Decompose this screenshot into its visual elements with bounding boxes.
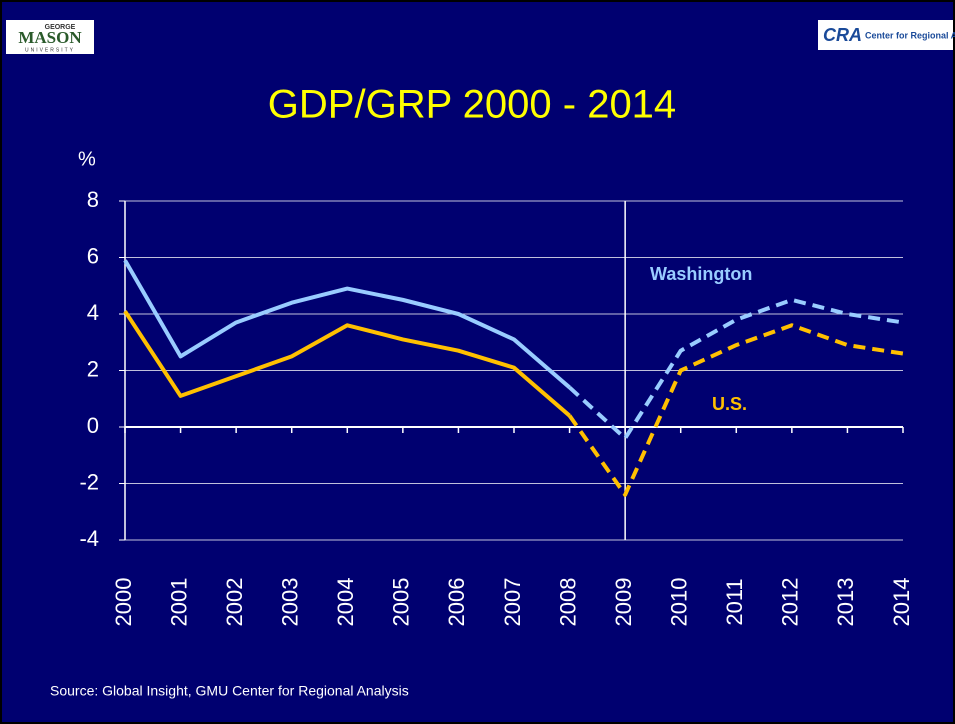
legend-label: U.S. (712, 394, 747, 414)
x-tick-label: 2004 (333, 578, 358, 627)
x-tick-label: 2011 (722, 578, 747, 625)
left-logo (6, 20, 94, 54)
x-tick-label: 2008 (555, 578, 580, 627)
y-tick-label: -2 (79, 469, 99, 494)
x-tick-label: 2006 (444, 578, 469, 627)
y-tick-label: 6 (87, 243, 99, 268)
x-tick-label: 2012 (778, 578, 803, 627)
logo-text: UNIVERSITY (25, 47, 75, 53)
x-tick-label: 2010 (667, 578, 692, 627)
line-series (123, 310, 571, 418)
x-tick-label: 2013 (833, 578, 858, 627)
y-axis-label: % (78, 148, 96, 170)
y-tick-label: 8 (87, 187, 99, 212)
x-tick-label: 2003 (278, 578, 303, 627)
line-series (123, 259, 571, 389)
legend-label: Washington (650, 264, 752, 284)
logo-text: Center for Regional Analy (865, 30, 955, 40)
x-tick-label: 2014 (889, 578, 914, 627)
x-tick-label: 2002 (222, 578, 247, 627)
x-tick-label: 2009 (611, 578, 636, 627)
y-tick-label: 2 (87, 356, 99, 381)
y-tick-label: 0 (87, 413, 99, 438)
logo-text: MASON (18, 28, 82, 47)
line-forecast (567, 323, 904, 497)
x-tick-label: 2005 (389, 578, 414, 627)
y-tick-label: 4 (87, 300, 99, 325)
right-logo (818, 20, 953, 50)
source: Source: Global Insight, GMU Center for R… (50, 683, 409, 699)
x-tick-label: 2001 (166, 578, 191, 627)
x-tick-label: 2007 (500, 578, 525, 627)
y-tick-label: -4 (79, 526, 99, 551)
logo-text: CRA (823, 25, 862, 45)
x-tick-label: 2000 (111, 578, 136, 627)
chart-title: GDP/GRP 2000 - 2014 (268, 83, 676, 127)
logo-text: GEORGE (45, 24, 76, 31)
